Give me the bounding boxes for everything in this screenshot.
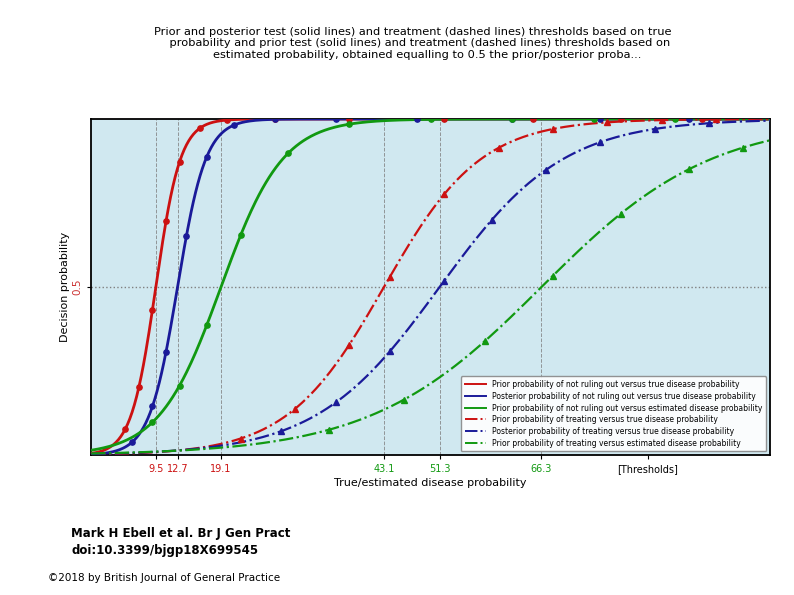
Text: Mark H Ebell et al. Br J Gen Pract: Mark H Ebell et al. Br J Gen Pract [71,527,291,540]
Legend: Prior probability of not ruling out versus true disease probability, Posterior p: Prior probability of not ruling out vers… [461,377,766,452]
Text: ©2018 by British Journal of General Practice: ©2018 by British Journal of General Prac… [48,573,279,583]
Text: doi:10.3399/bjgp18X699545: doi:10.3399/bjgp18X699545 [71,544,259,558]
Y-axis label: Decision probability: Decision probability [60,232,70,342]
Text: Prior and posterior test (solid lines) and treatment (dashed lines) thresholds b: Prior and posterior test (solid lines) a… [154,27,672,60]
X-axis label: True/estimated disease probability: True/estimated disease probability [334,478,527,488]
